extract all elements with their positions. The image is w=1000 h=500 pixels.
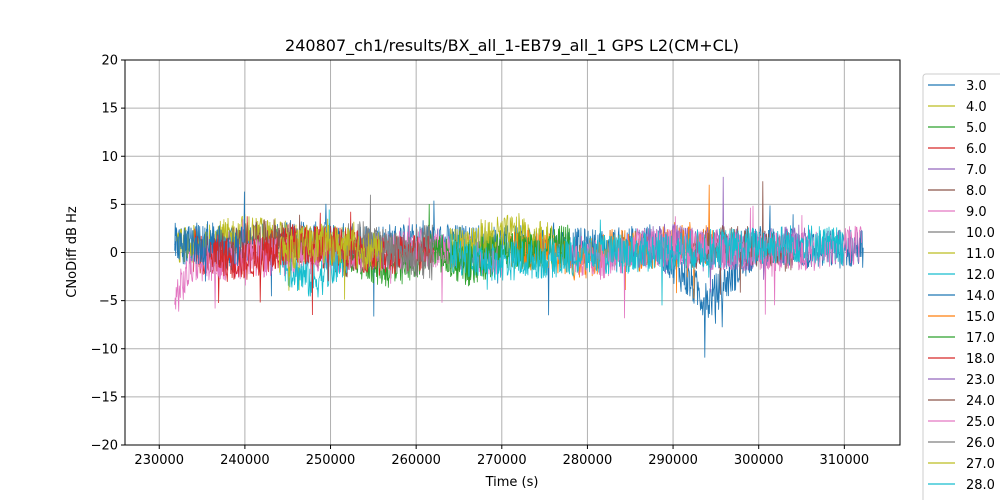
x-tick-label: 290000 bbox=[648, 453, 698, 468]
x-axis-label: Time (s) bbox=[485, 475, 539, 490]
legend-label-12.0: 12.0 bbox=[966, 268, 995, 283]
legend-label-11.0: 11.0 bbox=[966, 247, 995, 262]
y-axis: −20 −15 −10 −5 0 5 10 15 20 bbox=[91, 54, 125, 454]
legend-label-28.0: 28.0 bbox=[966, 478, 995, 493]
legend-label-14.0: 14.0 bbox=[966, 289, 995, 304]
x-tick-label: 270000 bbox=[477, 453, 527, 468]
series-line-25.0 bbox=[569, 205, 862, 319]
series-layer bbox=[174, 176, 864, 358]
legend-label-9.0: 9.0 bbox=[966, 205, 987, 220]
legend-label-8.0: 8.0 bbox=[966, 184, 987, 199]
legend-label-26.0: 26.0 bbox=[966, 436, 995, 451]
x-tick-label: 280000 bbox=[563, 453, 613, 468]
legend-label-7.0: 7.0 bbox=[966, 163, 987, 178]
y-tick-label: 20 bbox=[101, 54, 118, 69]
x-axis: 230000 240000 250000 260000 270000 280000 2900… bbox=[134, 445, 869, 468]
series-line-28.0 bbox=[450, 219, 845, 306]
y-tick-label: 0 bbox=[110, 246, 118, 261]
legend-label-4.0: 4.0 bbox=[966, 100, 987, 115]
series-line-27.0 bbox=[278, 221, 383, 300]
y-tick-label: −5 bbox=[99, 294, 118, 309]
y-tick-label: 5 bbox=[110, 198, 118, 213]
legend-label-27.0: 27.0 bbox=[966, 457, 995, 472]
x-tick-label: 300000 bbox=[734, 453, 784, 468]
series-line-12.0 bbox=[278, 209, 349, 298]
x-tick-label: 250000 bbox=[306, 453, 356, 468]
legend-label-24.0: 24.0 bbox=[966, 394, 995, 409]
legend-label-25.0: 25.0 bbox=[966, 415, 995, 430]
y-tick-label: −10 bbox=[91, 342, 118, 357]
y-tick-label: −15 bbox=[91, 390, 118, 405]
legend-label-10.0: 10.0 bbox=[966, 226, 995, 241]
series-line-11.0 bbox=[450, 213, 554, 266]
y-tick-label: 10 bbox=[101, 150, 118, 165]
x-tick-label: 230000 bbox=[134, 453, 184, 468]
chart-title: 240807_ch1/results/BX_all_1-EB79_all_1 G… bbox=[285, 36, 739, 56]
x-tick-label: 310000 bbox=[820, 453, 870, 468]
x-tick-label: 240000 bbox=[220, 453, 270, 468]
legend-label-6.0: 6.0 bbox=[966, 142, 987, 157]
legend-label-5.0: 5.0 bbox=[966, 121, 987, 136]
legend-label-15.0: 15.0 bbox=[966, 310, 995, 325]
y-tick-label: −20 bbox=[91, 439, 118, 454]
legend-label-3.0: 3.0 bbox=[966, 79, 987, 94]
y-tick-label: 15 bbox=[101, 102, 118, 117]
legend-label-17.0: 17.0 bbox=[966, 331, 995, 346]
legend: 3.0 4.0 5.0 6.0 7.0 8.0 9.0 10.0 11.0 12.0 14.0 15.… bbox=[922, 73, 1000, 500]
legend-label-23.0: 23.0 bbox=[966, 373, 995, 388]
series-line-14.0 bbox=[174, 191, 246, 282]
legend-box bbox=[922, 73, 1000, 500]
y-axis-label: CNoDiff dB Hz bbox=[65, 206, 80, 298]
legend-label-18.0: 18.0 bbox=[966, 352, 995, 367]
x-tick-label: 260000 bbox=[391, 453, 441, 468]
